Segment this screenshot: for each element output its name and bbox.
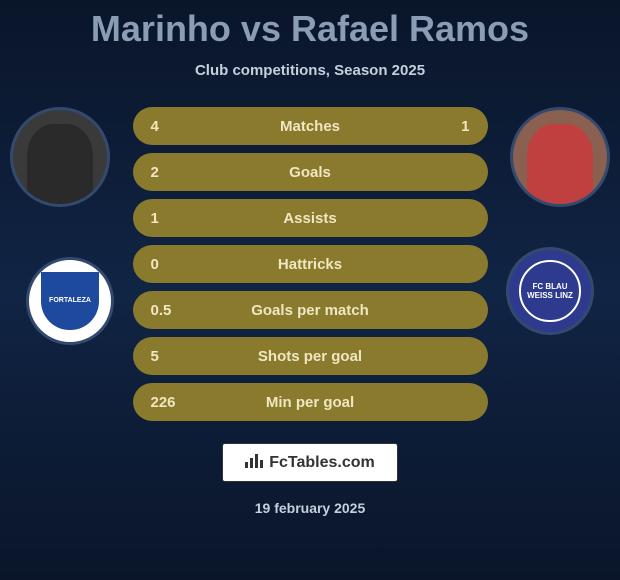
main-container: Marinho vs Rafael Ramos Club competition… xyxy=(0,0,620,580)
stat-value-left: 2 xyxy=(151,164,191,181)
player-silhouette-left xyxy=(27,124,93,204)
player-silhouette-right xyxy=(527,124,593,204)
stat-value-left: 0 xyxy=(151,256,191,273)
stat-bar: 226 Min per goal xyxy=(133,383,488,421)
stat-label: Goals per match xyxy=(251,302,369,319)
stat-bar: 5 Shots per goal xyxy=(133,337,488,375)
stat-value-left: 5 xyxy=(151,348,191,365)
footer-site-name: FcTables.com xyxy=(269,454,375,472)
stat-bar: 4 Matches 1 xyxy=(133,107,488,145)
stat-label: Matches xyxy=(280,118,340,135)
avatar-inner-left xyxy=(13,110,107,204)
stat-bar: 1 Assists xyxy=(133,199,488,237)
club-badge-left-inner: FORTALEZA xyxy=(41,272,98,329)
stat-bar: 0.5 Goals per match xyxy=(133,291,488,329)
chart-icon xyxy=(245,452,263,473)
player-avatar-left xyxy=(10,107,110,207)
stat-bar: 0 Hattricks xyxy=(133,245,488,283)
stat-bar: 2 Goals xyxy=(133,153,488,191)
stat-value-right: 1 xyxy=(430,118,470,135)
stat-label: Goals xyxy=(289,164,331,181)
club-badge-left: FORTALEZA xyxy=(26,257,114,345)
avatar-inner-right xyxy=(513,110,607,204)
content-area: FORTALEZA FC BLAU WEISS LINZ 4 Matches 1 2 G… xyxy=(0,107,620,516)
stat-label: Min per goal xyxy=(266,394,354,411)
subtitle: Club competitions, Season 2025 xyxy=(195,62,425,79)
footer-badge[interactable]: FcTables.com xyxy=(222,443,398,482)
stat-value-left: 1 xyxy=(151,210,191,227)
stat-value-left: 0.5 xyxy=(151,302,191,319)
player-avatar-right xyxy=(510,107,610,207)
footer-date: 19 february 2025 xyxy=(255,500,366,516)
stat-value-left: 226 xyxy=(151,394,191,411)
club-badge-right: FC BLAU WEISS LINZ xyxy=(506,247,594,335)
stat-label: Hattricks xyxy=(278,256,342,273)
page-title: Marinho vs Rafael Ramos xyxy=(91,8,529,50)
stats-container: 4 Matches 1 2 Goals 1 Assists 0 Hattricks 0.5 Goal… xyxy=(133,107,488,429)
club-badge-right-inner: FC BLAU WEISS LINZ xyxy=(519,260,581,322)
stat-label: Shots per goal xyxy=(258,348,362,365)
stat-label: Assists xyxy=(283,210,336,227)
stat-value-left: 4 xyxy=(151,118,191,135)
